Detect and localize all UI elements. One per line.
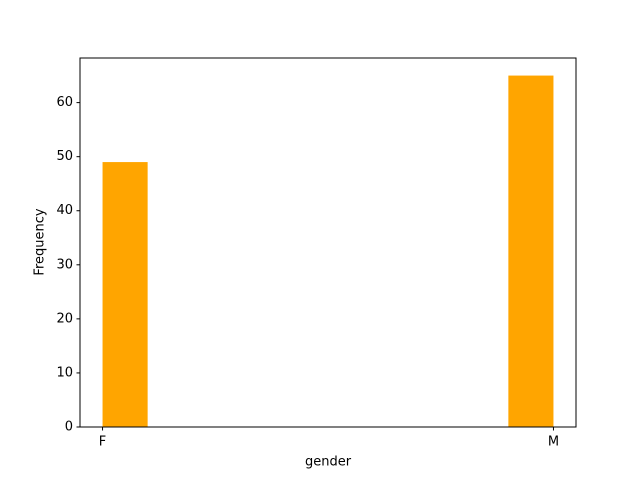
y-tick-label: 30 (56, 257, 73, 272)
y-tick-label: 50 (56, 149, 73, 164)
y-tick-label: 10 (56, 365, 73, 380)
y-tick-label: 40 (56, 203, 73, 218)
y-tick-label: 20 (56, 311, 73, 326)
x-axis-label: gender (305, 455, 352, 470)
plot-frame (79, 57, 577, 428)
x-tick-label: F (99, 435, 106, 450)
x-tick-label: M (548, 435, 559, 450)
bar (508, 75, 554, 428)
y-tick-label: 60 (56, 95, 73, 110)
bar (102, 162, 148, 428)
y-tick-label: 0 (65, 420, 73, 435)
y-axis-label: Frequency (33, 208, 48, 275)
